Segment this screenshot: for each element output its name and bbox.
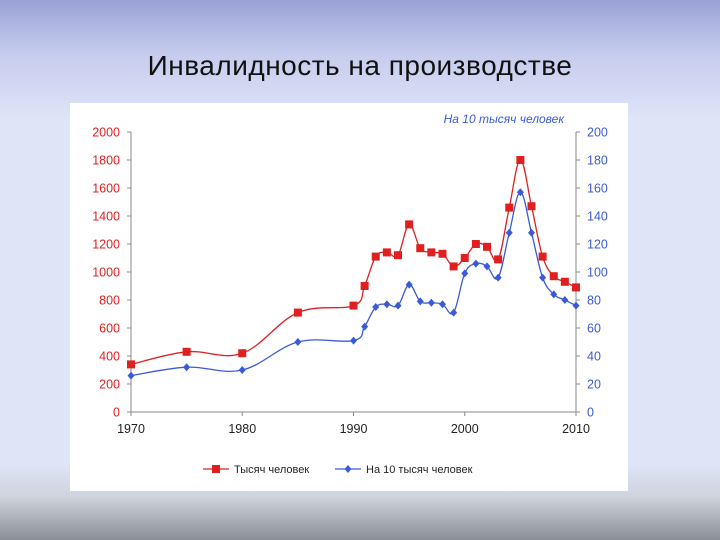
y-right-tick-label: 20: [587, 378, 601, 392]
y-right-tick-label: 160: [587, 182, 608, 196]
data-point-square: [538, 252, 547, 261]
series-line-2: [130, 191, 577, 377]
y-left-tick-label: 800: [99, 294, 120, 308]
y-left-tick-label: 1600: [92, 182, 120, 196]
data-point-diamond: [383, 300, 391, 309]
x-tick-label: 1970: [117, 422, 145, 436]
y-left-tick-label: 0: [113, 406, 120, 420]
legend-marker-1: [212, 465, 220, 473]
data-point-diamond: [494, 273, 502, 282]
y-left-tick-label: 1200: [92, 238, 120, 252]
data-point-diamond: [561, 296, 569, 304]
data-point-square: [438, 249, 447, 258]
data-point-square: [505, 203, 514, 212]
data-point-square: [238, 349, 247, 358]
data-point-diamond: [450, 308, 458, 317]
data-point-diamond: [539, 273, 547, 282]
data-point-square: [483, 242, 491, 251]
line-chart: 0 200 400 600 800 1000 1200 1400 1600 1800 2000 0 20…: [92, 112, 608, 476]
data-point-diamond: [394, 301, 402, 310]
data-point-square: [471, 240, 480, 248]
slide-title: Инвалидность на производстве: [147, 50, 573, 81]
data-point-square: [560, 277, 569, 286]
data-point-square: [127, 360, 135, 369]
y-right-tick-label: 60: [587, 322, 601, 336]
data-point-square: [460, 254, 469, 262]
data-point-diamond: [483, 262, 491, 271]
y-right-tick-label: 180: [587, 154, 608, 168]
y-right-tick-label: 140: [587, 210, 608, 224]
data-point-square: [549, 272, 558, 281]
y-left-tick-label: 2000: [92, 126, 120, 140]
data-point-square: [349, 301, 358, 310]
data-point-diamond: [572, 301, 580, 310]
y-right-tick-label: 120: [587, 238, 608, 252]
data-point-square: [182, 347, 191, 356]
data-point-square: [360, 282, 369, 290]
x-tick-label: 1990: [340, 422, 368, 436]
y-right-tick-label: 40: [587, 350, 601, 364]
y-left-tick-label: 1800: [92, 154, 120, 168]
data-point-diamond: [528, 228, 535, 237]
chart-panel: 0 200 400 600 800 1000 1200 1400 1600 1800 2000 0 20…: [70, 103, 628, 491]
data-point-square: [405, 220, 414, 229]
x-tick-label: 1980: [228, 422, 256, 436]
data-point-diamond: [416, 297, 424, 306]
data-point-square: [416, 244, 425, 253]
legend-label-1: Тысяч человек: [234, 464, 309, 476]
data-point-square: [371, 252, 380, 261]
data-point-square: [394, 251, 402, 260]
data-point-diamond: [461, 269, 469, 278]
data-point-diamond: [350, 336, 357, 345]
y-right-tick-label: 100: [587, 266, 608, 280]
data-point-diamond: [127, 371, 135, 380]
y-right-tick-label: 0: [587, 406, 594, 420]
data-point-square: [527, 202, 536, 211]
legend-marker-2: [344, 465, 352, 473]
data-point-diamond: [372, 303, 380, 311]
legend-label-2: На 10 тысяч человек: [366, 464, 473, 476]
data-point-diamond: [550, 290, 558, 299]
data-point-diamond: [427, 298, 435, 307]
data-point-square: [293, 308, 302, 317]
data-point-diamond: [505, 228, 513, 237]
series-line-1: [130, 159, 577, 366]
data-point-diamond: [183, 363, 191, 372]
data-point-diamond: [405, 280, 413, 289]
data-point-square: [427, 248, 436, 257]
y-left-tick-label: 200: [99, 378, 120, 392]
y-right-tick-label: 200: [587, 126, 608, 140]
y-right-axis-title: На 10 тысяч человек: [444, 112, 566, 126]
x-tick-label: 2010: [562, 422, 590, 436]
y-right-tick-label: 80: [587, 294, 601, 308]
y-left-tick-label: 1400: [92, 210, 120, 224]
data-point-square: [572, 283, 580, 292]
y-left-tick-label: 600: [99, 322, 120, 336]
data-point-diamond: [439, 300, 446, 309]
data-point-square: [382, 248, 391, 257]
data-point-square: [516, 156, 525, 164]
y-left-tick-label: 400: [99, 350, 120, 364]
data-point-diamond: [294, 338, 302, 346]
data-point-square: [494, 255, 503, 264]
data-point-diamond: [516, 188, 524, 197]
data-point-diamond: [238, 366, 246, 374]
data-point-diamond: [472, 259, 480, 268]
y-left-tick-label: 1000: [92, 266, 120, 280]
data-point-square: [449, 262, 458, 271]
data-point-diamond: [361, 322, 369, 331]
x-tick-label: 2000: [451, 422, 479, 436]
